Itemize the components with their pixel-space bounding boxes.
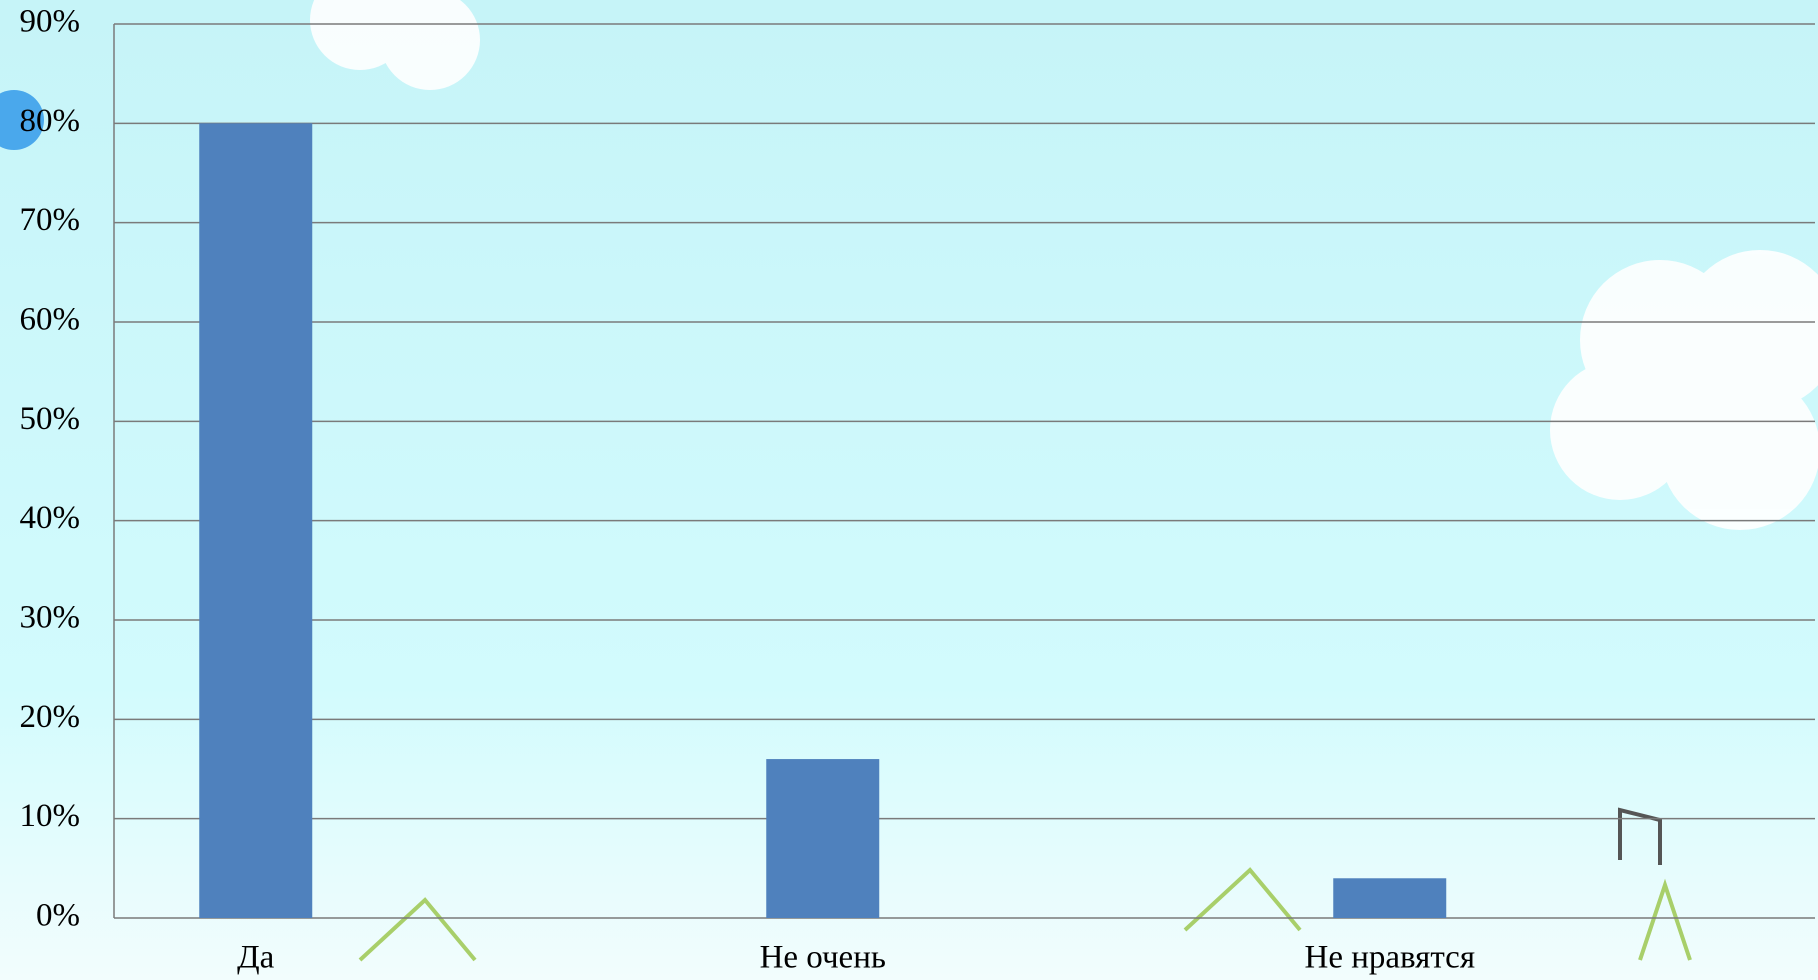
bar bbox=[766, 759, 880, 918]
y-tick-label: 10% bbox=[20, 798, 81, 834]
y-tick-label: 50% bbox=[20, 401, 81, 437]
y-tick-label: 30% bbox=[20, 600, 81, 636]
bar bbox=[1333, 878, 1447, 918]
y-tick-label: 20% bbox=[20, 699, 81, 735]
x-tick-label: Не нравятся bbox=[1304, 940, 1475, 976]
y-tick-label: 40% bbox=[20, 500, 81, 536]
x-tick-label: Не очень bbox=[760, 940, 886, 976]
y-tick-label: 90% bbox=[20, 4, 81, 40]
clouds bbox=[310, 0, 1818, 530]
x-tick-label: Да bbox=[237, 940, 275, 976]
bar bbox=[199, 123, 313, 919]
y-tick-label: 70% bbox=[20, 202, 81, 238]
y-tick-label: 60% bbox=[20, 302, 81, 338]
y-tick-label: 0% bbox=[36, 898, 80, 934]
note bbox=[1618, 807, 1662, 865]
balloon bbox=[0, 90, 44, 150]
houses bbox=[358, 867, 1692, 962]
y-tick-label: 80% bbox=[20, 103, 81, 139]
